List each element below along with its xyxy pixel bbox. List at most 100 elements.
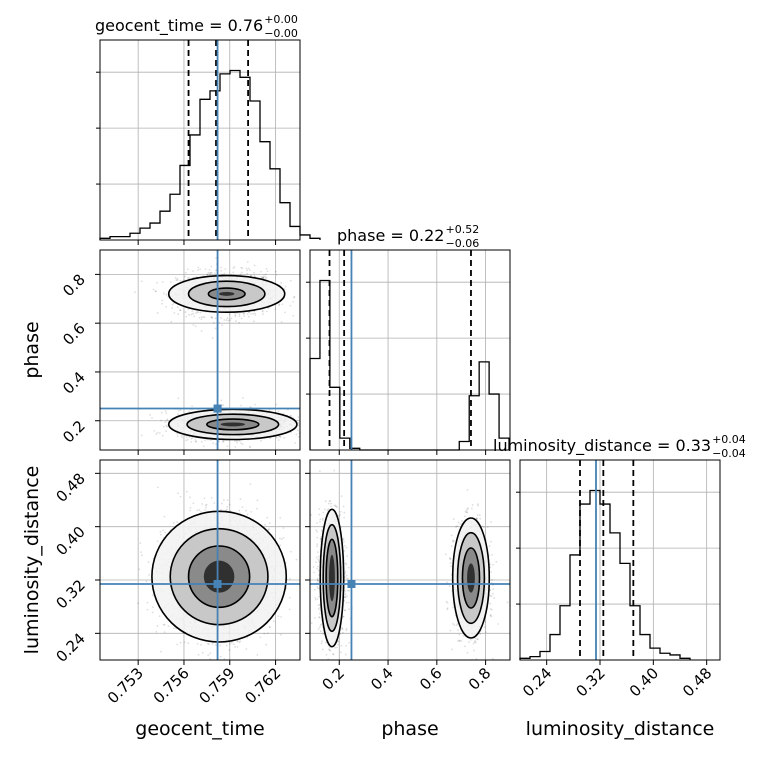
sample-point — [148, 574, 150, 576]
sample-point — [262, 276, 265, 279]
sample-point — [155, 290, 157, 293]
sample-point — [261, 276, 264, 279]
sample-point — [283, 311, 286, 314]
sample-point — [246, 636, 248, 639]
truth-marker — [213, 404, 222, 413]
sample-point — [289, 414, 292, 417]
sample-point — [249, 274, 252, 277]
sample-point — [149, 414, 152, 416]
sample-point — [240, 404, 243, 407]
contour-line — [186, 413, 280, 436]
sample-point — [277, 410, 280, 412]
sample-point — [220, 502, 223, 505]
sample-point — [203, 316, 206, 319]
sample-point — [133, 291, 136, 294]
sample-point — [253, 275, 256, 277]
sample-point — [186, 438, 189, 441]
sample-point — [210, 316, 213, 319]
sample-point — [279, 435, 282, 438]
sample-point — [176, 279, 179, 282]
sample-point — [203, 497, 206, 500]
sample-point — [280, 282, 282, 284]
sample-point — [267, 632, 269, 635]
sample-point — [165, 305, 168, 308]
sample-point — [297, 435, 300, 438]
sample-point — [165, 430, 167, 433]
sample-point — [223, 658, 226, 660]
sample-point — [279, 435, 281, 438]
sample-point — [264, 273, 267, 276]
sample-point — [265, 310, 268, 313]
sample-point — [164, 531, 167, 534]
sample-point — [194, 325, 197, 327]
sample-point — [219, 644, 222, 647]
sample-point — [188, 410, 191, 413]
sample-point — [297, 429, 300, 432]
sample-point — [253, 271, 255, 274]
sample-point — [226, 499, 229, 501]
sample-point — [282, 536, 285, 539]
sample-point — [152, 606, 154, 609]
sample-point — [209, 439, 212, 441]
sample-point — [227, 319, 230, 322]
density-panel-phase-vs-geocent_time: 0.20.40.60.8 — [59, 249, 301, 455]
sample-point — [249, 312, 252, 315]
sample-point — [185, 439, 188, 442]
sample-point — [265, 277, 268, 280]
sample-point — [245, 267, 248, 270]
sample-point — [282, 527, 285, 529]
sample-point — [146, 601, 149, 604]
sample-point — [234, 445, 237, 448]
sample-point — [295, 558, 298, 561]
sample-point — [209, 273, 211, 276]
sample-point — [155, 631, 158, 633]
sample-point — [204, 504, 207, 507]
sample-point — [196, 509, 199, 512]
sample-point — [252, 313, 254, 315]
sample-point — [248, 268, 251, 271]
sample-point — [213, 502, 216, 504]
sample-point — [281, 303, 284, 306]
sample-point — [230, 317, 233, 320]
sample-point — [199, 510, 202, 513]
sample-point — [177, 409, 180, 412]
sample-point — [154, 290, 157, 293]
sample-point — [236, 645, 239, 648]
sample-point — [241, 397, 244, 400]
sample-point — [240, 442, 242, 444]
sample-point — [292, 300, 294, 303]
sample-point — [234, 315, 237, 318]
sample-point — [225, 644, 228, 647]
sample-point — [238, 321, 240, 324]
sample-point — [172, 522, 175, 525]
sample-point — [176, 435, 179, 438]
sample-point — [238, 439, 241, 442]
sample-point — [207, 642, 209, 645]
sample-point — [185, 490, 188, 493]
sample-point — [214, 644, 217, 647]
sample-point — [230, 641, 233, 644]
sample-point — [192, 502, 195, 505]
sample-point — [268, 522, 271, 525]
sample-point — [233, 266, 236, 268]
sample-point — [232, 267, 235, 270]
sample-point — [295, 433, 298, 436]
sample-point — [226, 317, 229, 319]
sample-point — [146, 608, 149, 611]
sample-point — [172, 302, 175, 305]
sample-point — [156, 625, 159, 627]
sample-point — [204, 509, 207, 511]
sample-point — [179, 279, 182, 282]
sample-point — [161, 281, 164, 283]
sample-point — [165, 293, 168, 296]
sample-point — [215, 443, 217, 446]
sample-point — [171, 303, 174, 306]
sample-point — [198, 316, 201, 319]
sample-point — [192, 270, 194, 272]
sample-point — [206, 273, 209, 276]
sample-point — [183, 641, 186, 644]
sample-point — [181, 436, 184, 439]
sample-point — [288, 577, 291, 580]
sample-point — [163, 631, 166, 634]
